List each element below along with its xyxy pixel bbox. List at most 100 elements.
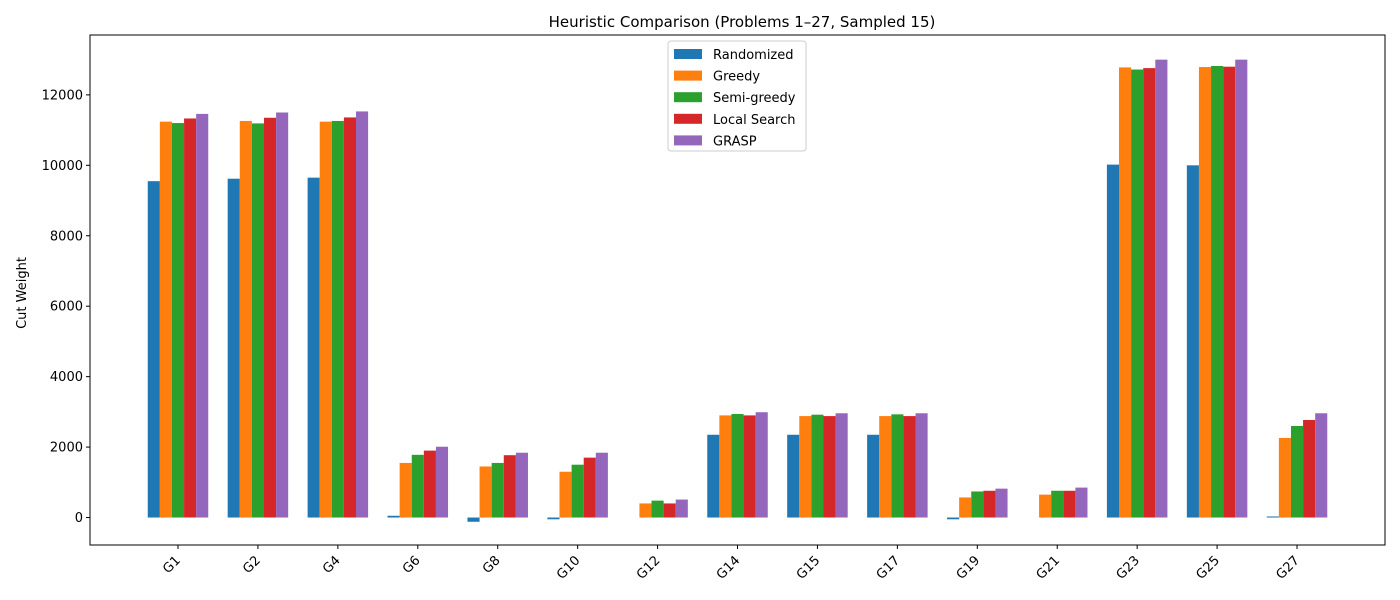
x-tick-label-g10: G10: [554, 553, 583, 582]
bar-randomized-g19: [947, 517, 960, 520]
legend-label-semi-greedy: Semi-greedy: [713, 91, 796, 106]
bar-greedy-g17: [879, 416, 892, 518]
bar-local-search-g10: [583, 457, 596, 518]
bar-semi-greedy-g4: [331, 120, 344, 518]
bar-grasp-g14: [755, 412, 768, 518]
bar-semi-greedy-g21: [1051, 490, 1064, 518]
bar-semi-greedy-g15: [811, 414, 824, 518]
x-tick-label-g6: G6: [400, 553, 424, 577]
x-tick-label-g21: G21: [1034, 553, 1063, 582]
x-tick-label-g19: G19: [954, 553, 983, 582]
ticks-layer: 0 2000 4000 6000 8000 10000 12000 G1 G2 G4 G6 G8 G10…: [42, 88, 1303, 582]
bar-randomized-g15: [787, 434, 800, 518]
bar-randomized-g1: [147, 181, 160, 518]
legend-label-local-search: Local Search: [713, 113, 796, 128]
bar-greedy-g4: [319, 121, 332, 518]
bar-randomized-g27: [1266, 516, 1279, 518]
bar-grasp-g23: [1155, 59, 1168, 518]
legend-box: [667, 40, 807, 152]
bar-local-search-g17: [903, 416, 916, 518]
y-tick-label: 4000: [50, 370, 83, 385]
bar-local-search-g14: [743, 415, 756, 518]
x-tick-label-g8: G8: [480, 553, 504, 577]
bar-semi-greedy-g19: [971, 491, 984, 518]
bar-greedy-g21: [1039, 494, 1052, 518]
bar-randomized-g23: [1106, 164, 1120, 518]
bar-greedy-g15: [799, 416, 812, 518]
legend-swatch-semi-greedy: [674, 92, 702, 103]
bar-semi-greedy-g2: [251, 123, 264, 518]
x-tick-label-g14: G14: [714, 553, 743, 582]
bar-greedy-g8: [479, 466, 492, 518]
bar-semi-greedy-g6: [411, 454, 424, 518]
bar-semi-greedy-g17: [891, 414, 904, 518]
bar-semi-greedy-g23: [1131, 69, 1144, 518]
bar-randomized-g14: [707, 434, 720, 518]
y-tick-label: 8000: [50, 229, 83, 244]
legend-swatch-randomized: [674, 49, 702, 59]
bar-grasp-g12: [675, 499, 688, 518]
y-tick-label: 10000: [42, 159, 83, 174]
bar-local-search-g12: [663, 503, 676, 518]
bar-grasp-g1: [196, 113, 209, 518]
bar-greedy-g2: [239, 120, 252, 518]
bar-grasp-g6: [435, 446, 449, 518]
bar-greedy-g25: [1198, 67, 1212, 518]
bar-grasp-g25: [1235, 59, 1248, 518]
bar-local-search-g15: [823, 416, 836, 518]
bar-grasp-g17: [915, 413, 928, 518]
chart-title: Heuristic Comparison (Problems 1–27, Sam…: [549, 13, 936, 31]
bar-greedy-g14: [719, 415, 732, 518]
bar-grasp-g2: [276, 112, 289, 518]
x-tick-label-g25: G25: [1193, 553, 1222, 582]
bar-local-search-g23: [1143, 68, 1156, 518]
bar-randomized-g4: [307, 177, 320, 518]
bar-greedy-g6: [399, 462, 412, 518]
bar-grasp-g19: [995, 488, 1008, 518]
legend-label-grasp: GRASP: [713, 134, 757, 149]
x-tick-label-g4: G4: [320, 553, 344, 577]
bar-local-search-g2: [263, 117, 277, 518]
bar-greedy-g1: [159, 121, 172, 518]
legend-swatch-grasp: [674, 135, 702, 146]
bar-local-search-g21: [1063, 490, 1076, 518]
bar-semi-greedy-g1: [171, 123, 185, 518]
bar-greedy-g23: [1119, 67, 1132, 518]
x-tick-label-g17: G17: [874, 553, 903, 582]
legend-swatch-greedy: [674, 70, 702, 81]
bar-local-search-g25: [1223, 66, 1236, 518]
bars-layer: [147, 59, 1328, 522]
bar-grasp-g8: [515, 452, 528, 518]
bar-grasp-g21: [1075, 487, 1088, 518]
legend-label-greedy: Greedy: [713, 70, 760, 85]
bar-semi-greedy-g25: [1211, 65, 1224, 518]
y-tick-label: 0: [75, 511, 83, 526]
bar-local-search-g6: [423, 450, 436, 518]
bar-greedy-g12: [639, 503, 652, 518]
x-tick-label-g27: G27: [1273, 553, 1302, 582]
y-tick-label: 12000: [42, 88, 83, 103]
bar-grasp-g27: [1315, 413, 1328, 518]
legend-label-randomized: Randomized: [713, 48, 794, 63]
bar-local-search-g1: [184, 118, 197, 518]
y-axis-label: Cut Weight: [15, 257, 30, 329]
bar-semi-greedy-g14: [731, 413, 744, 518]
bar-grasp-g4: [356, 111, 369, 518]
bar-local-search-g8: [503, 455, 516, 518]
legend: Randomized Greedy Semi-greedy Local Search G…: [667, 40, 807, 152]
legend-swatch-local-search: [674, 113, 702, 124]
bar-randomized-g17: [867, 434, 880, 518]
bar-semi-greedy-g27: [1290, 425, 1304, 518]
bar-greedy-g10: [559, 471, 572, 518]
bar-semi-greedy-g12: [651, 500, 664, 518]
bar-semi-greedy-g10: [571, 464, 584, 518]
x-tick-label-g1: G1: [160, 553, 184, 577]
x-tick-label-g15: G15: [794, 553, 823, 582]
x-tick-label-g2: G2: [240, 553, 264, 577]
bar-greedy-g19: [959, 497, 972, 518]
x-tick-label-g12: G12: [634, 553, 663, 582]
bar-grasp-g15: [835, 413, 848, 518]
bar-randomized-g8: [467, 517, 480, 522]
